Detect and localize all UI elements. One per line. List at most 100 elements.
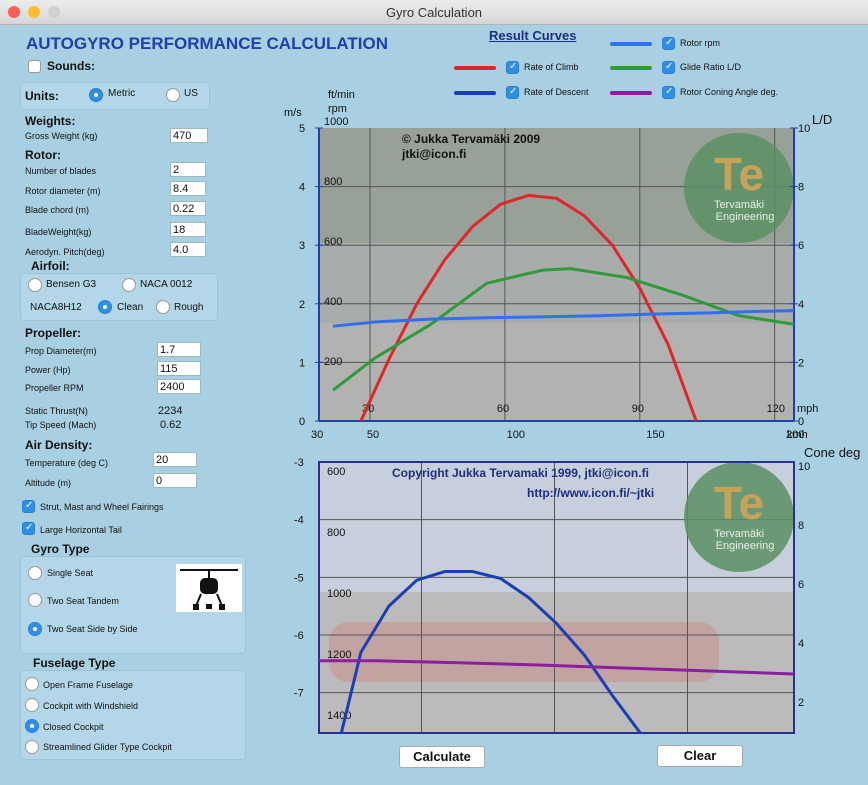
chart-background-ground [319,323,794,421]
y-tick-ld: 10 [798,123,810,135]
units-metric-radio[interactable] [89,88,103,102]
y-tick-ms: -7 [294,688,304,700]
airfoil-group [20,273,218,321]
units-group [20,82,210,110]
airfoil-clean-radio[interactable] [98,300,112,314]
x-tick-kmh: 30 [311,429,323,441]
minimize-window-button[interactable] [28,6,40,18]
unit-ftmin: ft/min [328,89,355,101]
rotor-diameter-field[interactable]: 8.4 [170,181,206,196]
chart-copyright: © Jukka Tervamäki 2009 [402,132,540,146]
airfoil-naca0012-radio[interactable] [122,278,136,292]
x-tick-kmh: 150 [646,429,664,441]
prop-diameter-label: Prop Diameter(m) [25,346,97,356]
rate-of-climb-line [359,193,698,422]
fuselage-glider-radio[interactable] [25,740,39,754]
legend-checkbox[interactable] [506,61,519,74]
chart-frame [318,461,795,734]
unit-kmh: kmh [787,429,808,441]
legend-swatch [610,42,652,46]
airfoil-rough-radio[interactable] [156,300,170,314]
app-title: AUTOGYRO PERFORMANCE CALCULATION [26,34,389,53]
airfoil-bensen-radio[interactable] [28,278,42,292]
prop-diameter-field[interactable]: 1.7 [157,342,201,357]
gyro-side-label: Two Seat Side by Side [47,624,138,634]
unit-cone: Cone deg [804,445,860,460]
window-title: Gyro Calculation [385,5,483,20]
zoom-window-button[interactable] [48,6,60,18]
fuselage-glider-label: Streamlined Glider Type Cockpit [43,742,172,752]
x-tick-mph: 60 [497,403,509,415]
y-tick-cone: 2 [798,697,804,709]
logo-name: Tervamäki [714,528,764,540]
y-tick-cone: 6 [798,579,804,591]
units-us-label: US [184,88,198,99]
fairings-checkbox[interactable] [22,500,35,513]
large-tail-checkbox[interactable] [22,522,35,535]
unit-mph: mph [797,403,818,415]
fuselage-windshield-label: Cockpit with Windshield [43,701,139,711]
power-label: Power (Hp) [25,365,71,375]
legend-checkbox[interactable] [662,86,675,99]
rotor-diameter-label: Rotor diameter (m) [25,186,101,196]
y-tick-ftmin: 1000 [327,588,351,600]
tip-speed-label: Tip Speed (Mach) [25,420,97,430]
blade-weight-label: BladeWeight(kg) [25,227,92,237]
rotor-rpm-line [332,309,795,328]
large-tail-label: Large Horizontal Tail [40,525,122,535]
y-tick-ftmin: 400 [324,296,342,308]
y-tick-ms: 4 [299,182,305,194]
altitude-label: Altitude (m) [25,478,72,488]
legend-checkbox[interactable] [662,61,675,74]
sounds-checkbox[interactable] [28,60,41,73]
prop-rpm-field[interactable]: 2400 [157,379,201,394]
blades-label: Number of blades [25,166,97,176]
legend-title: Result Curves [489,28,577,43]
gyro-single-radio[interactable] [28,566,42,580]
propeller-header: Propeller: [25,326,82,340]
y-tick-ld: 4 [798,299,804,311]
power-field[interactable]: 115 [157,361,201,376]
gyro-single-label: Single Seat [47,568,94,578]
close-window-button[interactable] [8,6,20,18]
title-bar: Gyro Calculation [0,0,868,25]
y-tick-cone: 4 [798,638,804,650]
gross-weight-label: Gross Weight (kg) [25,131,98,141]
legend-checkbox[interactable] [506,86,519,99]
units-us-radio[interactable] [166,88,180,102]
legend-checkbox[interactable] [662,37,675,50]
temperature-label: Temperature (deg C) [25,458,109,468]
fuselage-closed-radio[interactable] [25,719,39,733]
fuselage-header: Fuselage Type [33,656,116,670]
blades-field[interactable]: 2 [170,162,206,177]
pitch-field[interactable]: 4.0 [170,242,206,257]
static-thrust-label: Static Thrust(N) [25,406,88,416]
chart-copyright: Copyright Jukka Tervamaki 1999, jtki@ico… [392,466,649,480]
legend-swatch [454,66,496,70]
unit-ms: m/s [284,107,302,119]
blade-weight-field[interactable]: 18 [170,222,206,237]
temperature-field[interactable]: 20 [153,452,197,467]
altitude-field[interactable]: 0 [153,473,197,488]
gyro-side-radio[interactable] [28,622,42,636]
logo-name: Tervamäki [714,199,764,211]
gross-weight-field[interactable]: 470 [170,128,208,143]
airfoil-bensen-label: Bensen G3 [46,279,97,290]
y-tick-ms: -5 [294,572,304,584]
blade-chord-field[interactable]: 0.22 [170,201,206,216]
tip-speed-value: 0.62 [160,419,182,431]
clear-button[interactable]: Clear [657,745,743,767]
legend-swatch [454,91,496,95]
gyro-front-icon [180,569,238,610]
y-tick-ftmin: 800 [327,527,345,539]
chart-background-fuselage [329,622,719,682]
glide-ratio-l-d-line [332,267,795,392]
logo-icon [684,133,794,243]
gyro-tandem-radio[interactable] [28,593,42,607]
calculate-button[interactable]: Calculate [399,746,485,768]
coning-angle-line [319,659,795,676]
fuselage-closed-label: Closed Cockpit [43,722,104,732]
fuselage-windshield-radio[interactable] [25,698,39,712]
fuselage-open-radio[interactable] [25,677,39,691]
